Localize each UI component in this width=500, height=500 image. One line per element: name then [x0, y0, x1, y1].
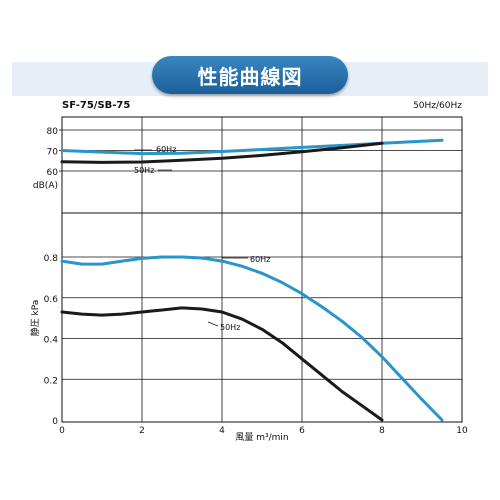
noise-label-50hz: 50Hz — [134, 166, 154, 175]
noise-tick-label: 80 — [47, 127, 59, 137]
title-pill: 性能曲線図 — [152, 56, 348, 94]
noise-tick-label: 70 — [47, 148, 59, 158]
x-tick-label: 6 — [299, 426, 305, 436]
pressure-label-50hz: 50Hz — [220, 323, 240, 332]
chart-frame — [61, 116, 463, 423]
x-tick-label: 8 — [379, 426, 385, 436]
noise-axis-label: dB(A) — [33, 181, 58, 191]
pressure-tick-label: 0 — [52, 417, 58, 427]
pressure-tick-label: 0.4 — [44, 336, 59, 346]
noise-tick-label: 60 — [47, 168, 59, 178]
pressure-tick-label: 0.2 — [44, 376, 58, 386]
x-tick-label: 10 — [456, 426, 468, 436]
pressure-curve-50hz — [60, 306, 384, 422]
x-axis-label: 風量 m³/min — [235, 432, 288, 443]
x-tick-label: 4 — [219, 426, 225, 436]
pressure-label-60hz: 60Hz — [250, 255, 270, 264]
pressure-tick-label: 0.6 — [44, 295, 59, 305]
leader-line — [207, 321, 219, 327]
x-tick-label: 2 — [139, 426, 145, 436]
pressure-curve-60hz — [60, 255, 444, 422]
pressure-axis-label: 静圧 kPa — [29, 300, 41, 337]
chart-title: 性能曲線図 — [197, 64, 303, 89]
x-tick-label: 0 — [59, 426, 65, 436]
noise-curve-50hz — [60, 141, 384, 164]
noise-label-60hz: 60Hz — [156, 145, 176, 154]
noise-curve-60hz — [60, 138, 444, 156]
model-label: SF-75/SB-75 — [62, 100, 130, 111]
frequency-note: 50Hz/60Hz — [413, 101, 462, 111]
pressure-tick-label: 0.8 — [44, 254, 59, 264]
